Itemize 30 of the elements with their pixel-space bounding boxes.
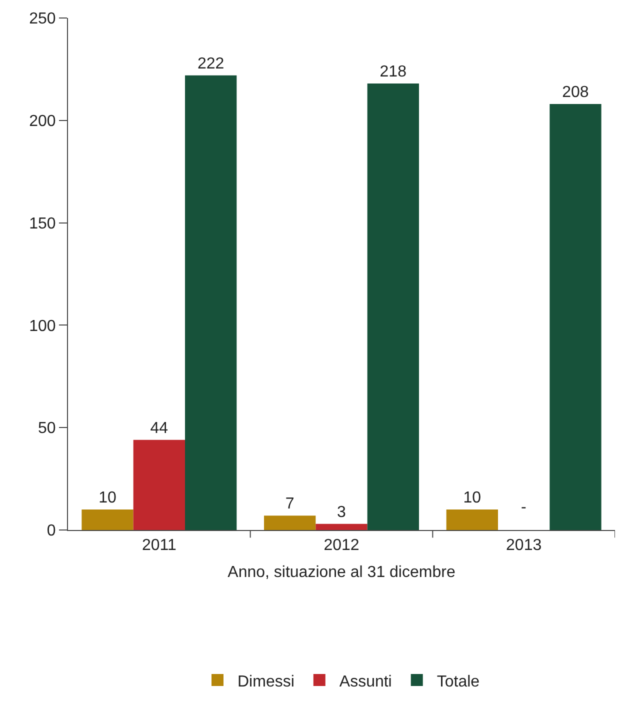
bar — [316, 524, 368, 530]
bar — [185, 75, 237, 530]
x-axis-title: Anno, situazione al 31 dicembre — [228, 564, 456, 581]
legend-label: Assunti — [339, 673, 392, 690]
y-tick-label: 0 — [46, 522, 56, 540]
legend-label: Dimessi — [238, 673, 294, 690]
data-label: 222 — [197, 55, 224, 72]
y-tick-label: 250 — [29, 10, 56, 28]
bar — [133, 440, 185, 530]
data-label: 218 — [380, 64, 407, 81]
bar — [367, 84, 419, 530]
data-label: 44 — [150, 420, 168, 437]
data-label: 7 — [285, 496, 294, 513]
x-tick-label: 2013 — [506, 537, 542, 554]
data-label: 10 — [463, 490, 482, 507]
data-label: 3 — [337, 504, 346, 521]
y-tick-label: 50 — [38, 420, 56, 438]
y-tick-label: 200 — [29, 113, 56, 130]
bar — [82, 510, 134, 530]
y-tick-label: 150 — [29, 215, 56, 232]
bar — [264, 516, 316, 530]
bar — [446, 510, 498, 530]
data-label: 208 — [562, 84, 589, 102]
x-tick-label: 2012 — [324, 537, 360, 554]
legend-label: Totale — [436, 673, 480, 690]
x-tick-label: 2011 — [142, 537, 176, 554]
y-tick-label: 100 — [29, 318, 56, 335]
bar — [550, 104, 602, 530]
text: - — [521, 499, 526, 516]
data-label: 10 — [98, 490, 116, 507]
